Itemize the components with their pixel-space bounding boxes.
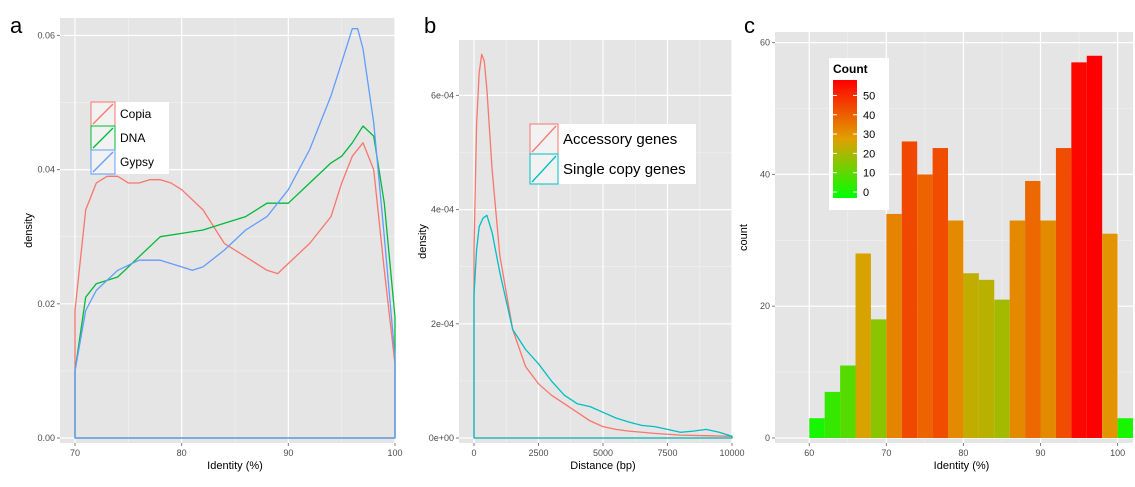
legend-title: Count (833, 62, 868, 76)
x-tick-label: 0 (471, 448, 476, 458)
histogram-bar (840, 365, 856, 438)
y-tick-label: 0.06 (37, 30, 55, 40)
histogram-bar (1025, 180, 1041, 438)
x-tick-label: 70 (70, 448, 80, 458)
legend-label-1: DNA (120, 131, 145, 145)
x-tick-label: 2500 (528, 448, 548, 458)
histogram-bar (917, 174, 933, 439)
legend-key-line-1 (531, 155, 557, 183)
y-tick-label: 0e+00 (429, 433, 454, 443)
histogram-bar (901, 141, 918, 438)
x-axis-title: Identity (%) (207, 460, 263, 472)
x-tick-label: 90 (1035, 448, 1045, 458)
legend-label-2: Gypsy (120, 155, 154, 169)
y-axis-title: density (23, 213, 35, 248)
panel-letter-b: b (424, 13, 436, 38)
legend-colorbar (833, 80, 857, 198)
x-tick-label: 80 (177, 448, 187, 458)
density-curve-single-copy-genes (473, 214, 733, 439)
legend-label-0: Copia (120, 107, 152, 121)
histogram-bar (1040, 220, 1056, 438)
histogram-bar (963, 273, 979, 438)
histogram-bar (978, 279, 995, 438)
y-tick-label: 40 (760, 169, 770, 179)
legend-key-line-0 (92, 103, 114, 125)
histogram-bar (1009, 220, 1026, 438)
density-curve-gypsy (74, 28, 396, 439)
plot-background-a (60, 18, 395, 443)
legend-tick-label: 30 (863, 129, 875, 141)
legend-tick-label: 10 (863, 168, 875, 180)
density-curve-accessory-genes (473, 53, 733, 439)
density-curve-copia (74, 142, 396, 439)
histogram-bar (824, 391, 841, 438)
x-axis-title: Identity (%) (934, 460, 990, 472)
x-tick-label: 80 (958, 448, 968, 458)
histogram-bar (1086, 55, 1103, 438)
legend-key-line-2 (92, 151, 114, 173)
x-tick-label: 7500 (657, 448, 677, 458)
histogram-bar (886, 213, 902, 438)
legend-tick-label: 40 (863, 110, 875, 122)
x-axis-title: Distance (bp) (570, 460, 635, 472)
legend-label-0: Accessory genes (563, 131, 677, 148)
y-tick-label: 20 (760, 301, 770, 311)
x-tick-label: 60 (804, 448, 814, 458)
histogram-bar (870, 319, 887, 438)
legend-key-line-1 (92, 127, 114, 149)
x-tick-label: 100 (1110, 448, 1125, 458)
legend-tick-label: 50 (863, 90, 875, 102)
x-tick-label: 10000 (719, 448, 744, 458)
y-tick-label: 0.02 (37, 299, 55, 309)
y-tick-label: 4e-04 (431, 205, 454, 215)
plot-background-b (459, 40, 732, 443)
y-tick-label: 0 (765, 433, 770, 443)
x-tick-label: 90 (283, 448, 293, 458)
histogram-bar (809, 418, 825, 438)
histogram-bar (932, 148, 949, 439)
histogram-bar (948, 220, 964, 438)
legend-key-line-0 (531, 125, 557, 153)
legend-tick-label: 0 (863, 187, 869, 199)
panel-letter-c: c (744, 13, 755, 38)
y-tick-label: 2e-04 (431, 319, 454, 329)
histogram-bar (994, 299, 1010, 438)
y-tick-label: 60 (760, 38, 770, 48)
y-tick-label: 0.00 (37, 433, 55, 443)
x-tick-label: 100 (387, 448, 402, 458)
panel-letter-a: a (10, 13, 23, 38)
histogram-bar (1117, 418, 1133, 438)
legend-tick-label: 20 (863, 148, 875, 160)
histogram-bar (1071, 62, 1087, 438)
histogram-bar (855, 253, 871, 438)
legend-label-1: Single copy genes (563, 161, 686, 178)
y-tick-label: 6e-04 (431, 90, 454, 100)
histogram-bar (1055, 148, 1072, 439)
y-axis-title: count (738, 224, 750, 251)
x-tick-label: 5000 (593, 448, 613, 458)
y-tick-label: 0.04 (37, 165, 55, 175)
x-tick-label: 70 (881, 448, 891, 458)
y-axis-title: density (417, 224, 429, 259)
histogram-bar (1102, 233, 1118, 438)
